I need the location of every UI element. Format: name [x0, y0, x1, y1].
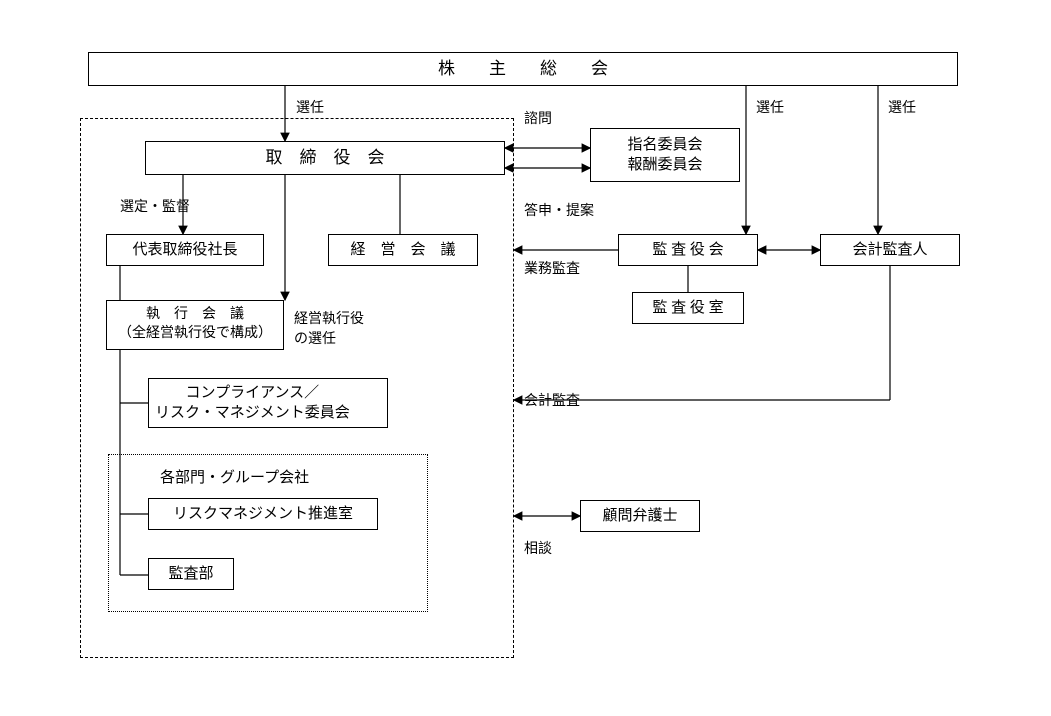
node-president: 代表取締役社長	[106, 234, 264, 266]
label-bumon: 各部門・グループ会社	[160, 466, 309, 487]
node-committees: 指名委員会 報酬委員会	[590, 128, 740, 182]
label-toshin: 答申・提案	[524, 200, 594, 220]
node-accounting: 会計監査人	[820, 234, 960, 266]
node-audit_dept: 監査部	[148, 558, 234, 590]
node-board: 取 締 役 会	[145, 141, 505, 175]
label-exec_senin: 経営執行役 の選任	[294, 308, 364, 348]
org-chart-diagram: 株 主 総 会取 締 役 会 指名委員会 報酬委員会代表取締役社長 経 営 会 議執…	[0, 0, 1051, 716]
label-senin2: 選任	[756, 97, 784, 117]
label-senin1: 選任	[296, 97, 324, 117]
node-compliance: コンプライアンス／ リスク・マネジメント委員会	[148, 378, 388, 428]
node-lawyer: 顧問弁護士	[580, 500, 700, 532]
label-senin3: 選任	[888, 97, 916, 117]
node-audit_office: 監 査 役 室	[632, 292, 744, 324]
label-gyomu: 業務監査	[524, 258, 580, 278]
label-shimon: 諮問	[524, 108, 552, 128]
label-kaikei: 会計監査	[524, 390, 580, 410]
node-audit_board: 監 査 役 会	[618, 234, 758, 266]
node-shareholders: 株 主 総 会	[88, 52, 958, 86]
label-sentei: 選定・監督	[120, 196, 190, 216]
node-risk_office: リスクマネジメント推進室	[148, 498, 378, 530]
node-exec_meeting: 執 行 会 議 （全経営執行役で構成）	[106, 300, 284, 350]
node-mgmt_meeting: 経 営 会 議	[328, 234, 478, 266]
label-soudan: 相談	[524, 538, 552, 558]
